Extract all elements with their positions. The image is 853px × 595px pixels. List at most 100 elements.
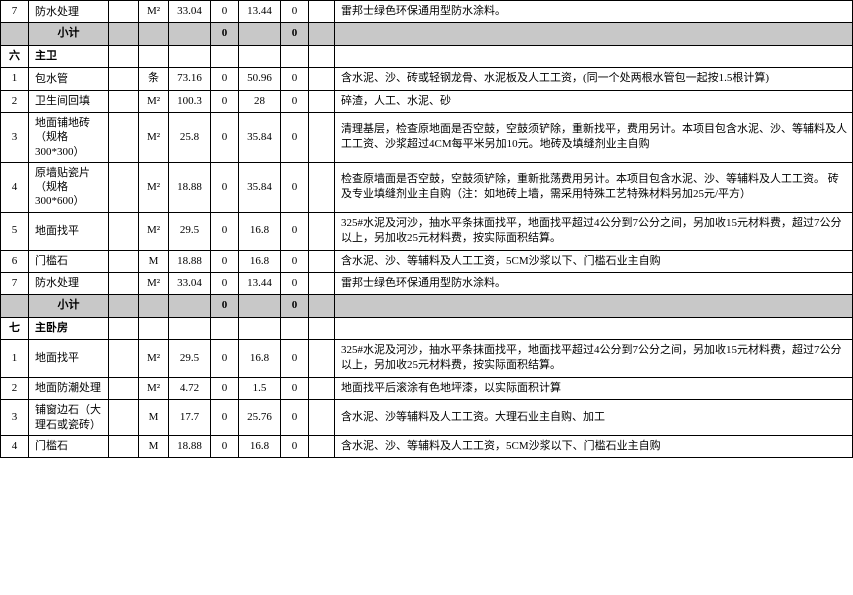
item-name: 防水处理 — [29, 1, 109, 23]
val-a: 0 — [211, 272, 239, 294]
qty-cell: 33.04 — [169, 1, 211, 23]
val-a: 0 — [211, 90, 239, 112]
val-b: 1.5 — [239, 377, 281, 399]
desc-cell: 含水泥、沙、等辅料及人工工资，5CM沙浆以下、门槛石业主自购 — [335, 435, 853, 457]
table-row: 5地面找平M²29.5016.80325#水泥及河沙，抽水平条抹面找平，地面找平… — [1, 212, 853, 250]
blank-cell — [109, 112, 139, 162]
unit-cell: M² — [139, 112, 169, 162]
subtotal-a: 0 — [211, 295, 239, 317]
blank-cell — [309, 112, 335, 162]
blank-cell — [239, 23, 281, 45]
unit-cell: M² — [139, 90, 169, 112]
subtotal-a: 0 — [211, 23, 239, 45]
unit-cell: M — [139, 435, 169, 457]
desc-cell: 清理基层，检查原地面是否空鼓，空鼓须铲除，重新找平，费用另计。本项目包含水泥、沙… — [335, 112, 853, 162]
unit-cell: M² — [139, 212, 169, 250]
val-a: 0 — [211, 112, 239, 162]
val-a: 0 — [211, 212, 239, 250]
row-number: 2 — [1, 90, 29, 112]
qty-cell: 100.3 — [169, 90, 211, 112]
blank-cell — [309, 68, 335, 90]
blank-cell — [309, 1, 335, 23]
table-row: 4原墙贴瓷片（规格300*600）M²18.88035.840检查原墙面是否空鼓… — [1, 162, 853, 212]
blank-cell — [239, 45, 281, 67]
val-b: 13.44 — [239, 272, 281, 294]
val-c: 0 — [281, 1, 309, 23]
blank-cell — [109, 68, 139, 90]
val-b: 35.84 — [239, 162, 281, 212]
blank-cell — [109, 377, 139, 399]
unit-cell: M² — [139, 162, 169, 212]
blank-cell — [109, 340, 139, 378]
table-row: 3铺窗边石（大理石或瓷砖）M17.7025.760含水泥、沙等辅料及人工工资。大… — [1, 400, 853, 436]
item-name: 地面找平 — [29, 340, 109, 378]
val-c: 0 — [281, 212, 309, 250]
blank-cell — [109, 1, 139, 23]
blank-cell — [335, 23, 853, 45]
unit-cell: M² — [139, 1, 169, 23]
qty-cell: 29.5 — [169, 212, 211, 250]
blank-cell — [309, 400, 335, 436]
val-c: 0 — [281, 250, 309, 272]
table-row: 1包水管条73.16050.960含水泥、沙、砖或轻钢龙骨、水泥板及人工工资，(… — [1, 68, 853, 90]
val-b: 16.8 — [239, 435, 281, 457]
val-c: 0 — [281, 90, 309, 112]
desc-cell: 含水泥、沙等辅料及人工工资。大理石业主自购、加工 — [335, 400, 853, 436]
subtotal-c: 0 — [281, 295, 309, 317]
blank-cell — [309, 340, 335, 378]
blank-cell — [211, 317, 239, 339]
desc-cell: 碎渣，人工、水泥、砂 — [335, 90, 853, 112]
blank-cell — [335, 295, 853, 317]
val-c: 0 — [281, 377, 309, 399]
blank-cell — [211, 45, 239, 67]
table-row: 2卫生间回填M²100.30280碎渣，人工、水泥、砂 — [1, 90, 853, 112]
subtotal-label: 小计 — [29, 23, 109, 45]
blank-cell — [139, 23, 169, 45]
val-a: 0 — [211, 250, 239, 272]
val-b: 35.84 — [239, 112, 281, 162]
val-a: 0 — [211, 340, 239, 378]
row-number: 3 — [1, 400, 29, 436]
qty-cell: 73.16 — [169, 68, 211, 90]
val-a: 0 — [211, 435, 239, 457]
desc-cell: 雷邦士绿色环保通用型防水涂料。 — [335, 272, 853, 294]
blank-cell — [281, 45, 309, 67]
section-header-row: 六主卫 — [1, 45, 853, 67]
table-row: 3地面铺地砖（规格300*300）M²25.8035.840清理基层，检查原地面… — [1, 112, 853, 162]
blank-cell — [309, 212, 335, 250]
val-c: 0 — [281, 162, 309, 212]
blank-cell — [169, 45, 211, 67]
item-name: 门槛石 — [29, 435, 109, 457]
blank-cell — [309, 90, 335, 112]
blank-cell — [309, 272, 335, 294]
qty-cell: 25.8 — [169, 112, 211, 162]
item-name: 地面铺地砖（规格300*300） — [29, 112, 109, 162]
blank-cell — [335, 45, 853, 67]
val-c: 0 — [281, 340, 309, 378]
subtotal-label: 小计 — [29, 295, 109, 317]
blank-cell — [309, 295, 335, 317]
unit-cell: M — [139, 400, 169, 436]
table-row: 1地面找平M²29.5016.80325#水泥及河沙，抽水平条抹面找平，地面找平… — [1, 340, 853, 378]
val-a: 0 — [211, 377, 239, 399]
unit-cell: M² — [139, 377, 169, 399]
val-b: 25.76 — [239, 400, 281, 436]
val-b: 16.8 — [239, 340, 281, 378]
val-c: 0 — [281, 68, 309, 90]
val-b: 16.8 — [239, 250, 281, 272]
val-a: 0 — [211, 400, 239, 436]
blank-cell — [109, 250, 139, 272]
unit-cell: M — [139, 250, 169, 272]
row-number: 7 — [1, 272, 29, 294]
desc-cell: 含水泥、沙、砖或轻钢龙骨、水泥板及人工工资，(同一个处两根水管包一起按1.5根计… — [335, 68, 853, 90]
val-c: 0 — [281, 272, 309, 294]
blank-cell — [109, 400, 139, 436]
unit-cell: M² — [139, 272, 169, 294]
val-a: 0 — [211, 1, 239, 23]
row-number: 3 — [1, 112, 29, 162]
row-number: 4 — [1, 162, 29, 212]
val-b: 16.8 — [239, 212, 281, 250]
blank-cell — [309, 317, 335, 339]
blank-cell — [239, 295, 281, 317]
val-c: 0 — [281, 400, 309, 436]
